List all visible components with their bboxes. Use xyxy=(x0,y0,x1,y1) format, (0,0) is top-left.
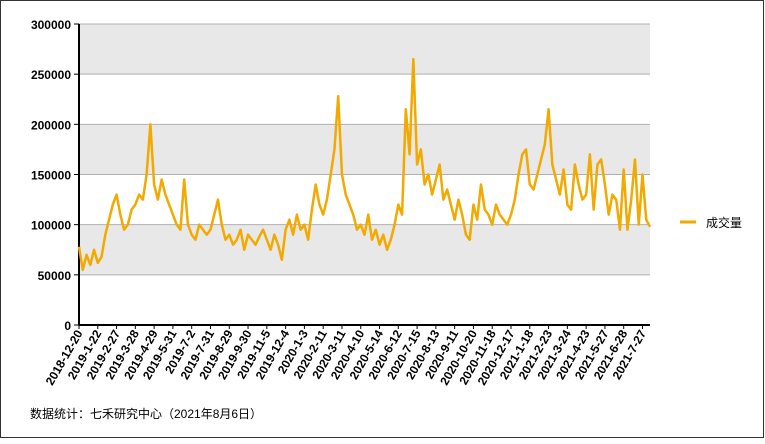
grid-band xyxy=(79,24,650,75)
y-tick-label: 0 xyxy=(64,319,71,333)
y-tick-label: 150000 xyxy=(31,169,71,183)
legend-label: 成交量 xyxy=(706,215,742,230)
y-tick-label: 50000 xyxy=(38,269,72,283)
grid-band xyxy=(79,124,650,175)
source-note: 数据统计：七禾研究中心（2021年8月6日） xyxy=(30,406,262,421)
y-tick-label: 250000 xyxy=(31,68,71,82)
y-tick-label: 300000 xyxy=(31,18,71,32)
y-tick-label: 200000 xyxy=(31,118,71,132)
y-tick-label: 100000 xyxy=(31,219,71,233)
series-line xyxy=(77,57,652,272)
